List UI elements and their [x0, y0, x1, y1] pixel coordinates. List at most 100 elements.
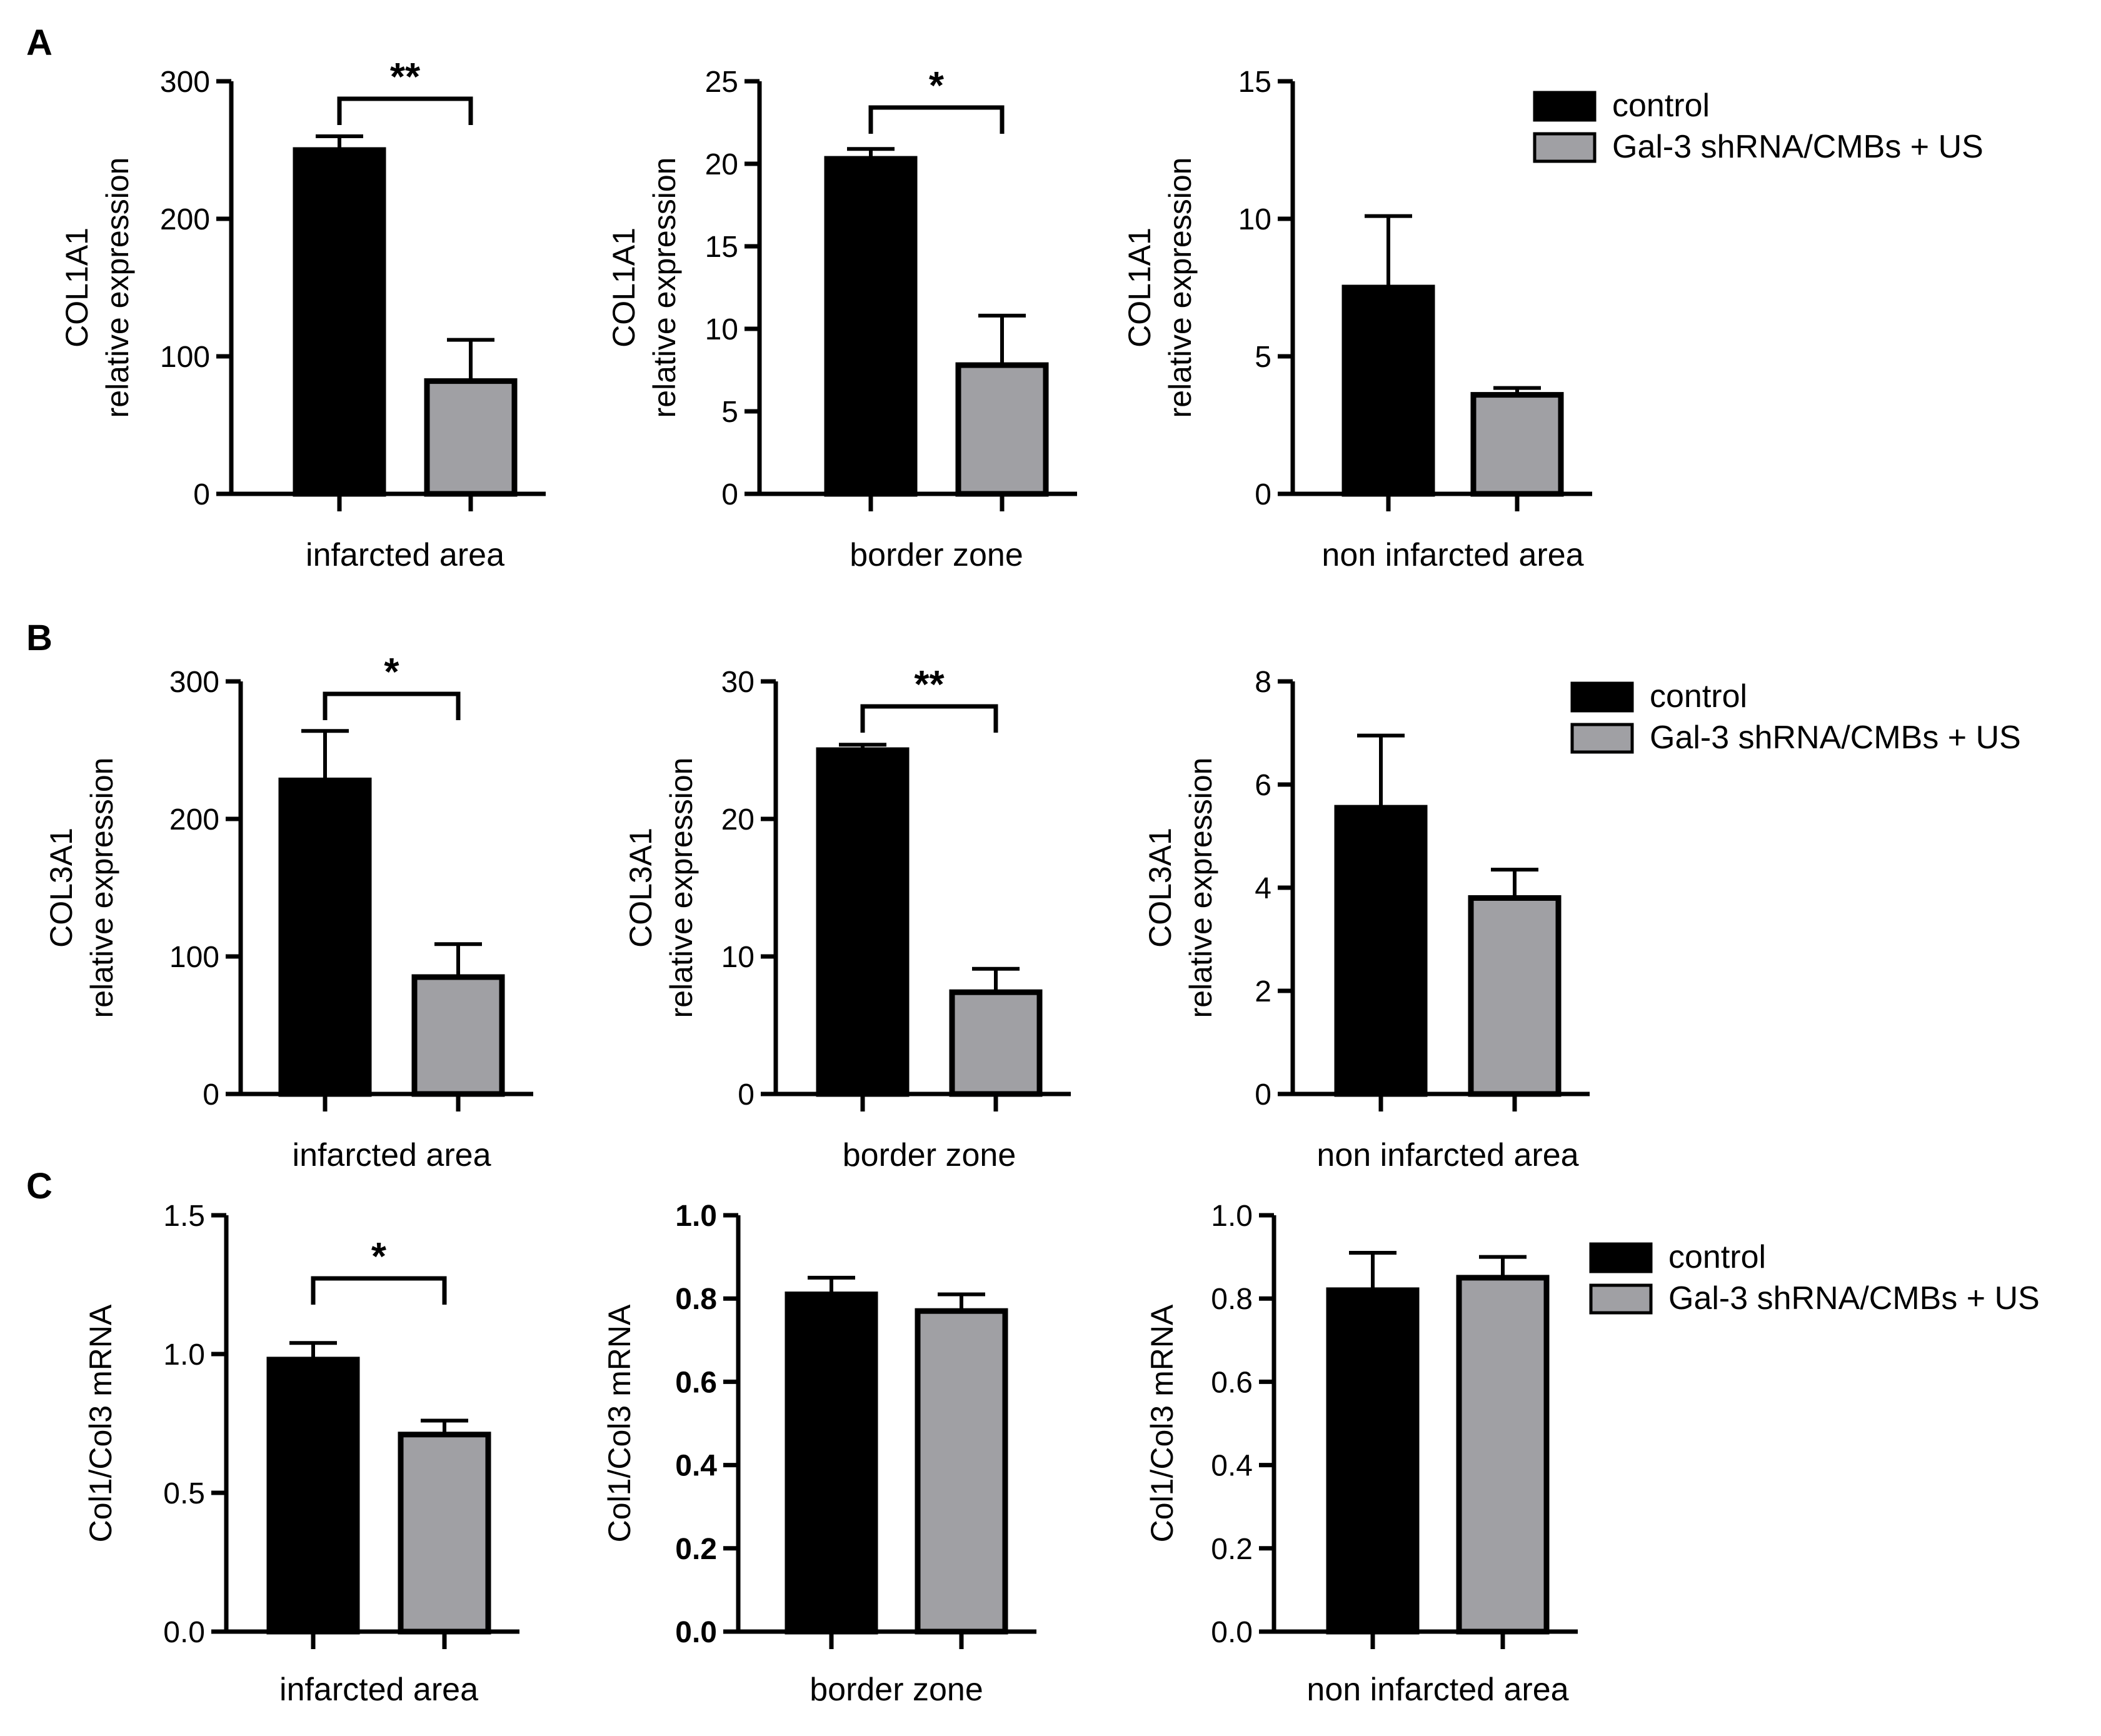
x-axis-label: border zone [843, 1137, 1016, 1173]
y-tick-label: 1.0 [163, 1338, 205, 1372]
y-tick-label: 15 [1238, 66, 1271, 99]
legend-label: control [1650, 678, 1747, 715]
y-axis-label: relative expression [1163, 158, 1198, 418]
chart-b2: 0 10 20 30 border zone COL3A1 relative express… [623, 663, 1071, 1173]
x-axis-label: non infarcted area [1306, 1672, 1568, 1708]
legend-swatch [1570, 681, 1634, 713]
chart-a2: 0 5 10 15 20 25 border zone COL1A1 relative expr… [606, 64, 1077, 573]
y-axis-label: relative expression [84, 758, 119, 1018]
y-tick-label: 0.8 [1211, 1283, 1253, 1316]
significance-bracket [868, 105, 1005, 134]
x-axis-label: infarcted area [306, 537, 504, 573]
significance-label: * [929, 64, 945, 108]
y-tick-label: 0.2 [675, 1533, 717, 1566]
bar-control [266, 1357, 360, 1635]
bar-control [816, 747, 910, 1097]
y-axis-label: COL1A1 [59, 228, 94, 348]
x-axis-label: border zone [850, 537, 1023, 573]
y-tick-label: 25 [705, 66, 738, 99]
bar-treatment [1468, 895, 1562, 1097]
legend-swatch [1570, 723, 1634, 754]
y-tick-label: 2 [1255, 975, 1271, 1008]
y-axis-label: COL3A1 [623, 828, 658, 948]
y-tick-label: 0.4 [675, 1450, 717, 1483]
y-tick-label: 10 [705, 313, 738, 346]
y-tick-label: 20 [705, 148, 738, 181]
y-tick-label: 0.0 [163, 1616, 205, 1649]
y-tick-label: 0.6 [675, 1366, 717, 1399]
x-axis-label: non infarcted area [1321, 537, 1583, 573]
bar-treatment [1470, 392, 1564, 497]
significance-label: * [371, 1235, 387, 1278]
y-tick-label: 1.5 [163, 1200, 205, 1233]
y-axis-label: relative expression [1183, 758, 1218, 1018]
significance-label: ** [914, 663, 945, 706]
y-axis-label: COL3A1 [1143, 828, 1178, 948]
legend-swatch [1589, 1242, 1653, 1273]
legend-c: control Gal-3 shRNA/CMBs + US [1589, 1239, 2040, 1317]
bar-control [1334, 805, 1428, 1097]
legend-label: Gal-3 shRNA/CMBs + US [1612, 129, 1983, 165]
y-axis-label: Col1/Col3 mRNA [602, 1304, 637, 1542]
bar-control [293, 147, 386, 497]
y-tick-label: 0 [1255, 478, 1271, 511]
legend-swatch [1533, 132, 1597, 163]
y-axis-label: COL3A1 [44, 828, 79, 948]
y-tick-label: 5 [1255, 341, 1271, 374]
chart-a3: 0 5 10 15 non infarcted area COL1A1 relative e… [1122, 66, 1592, 573]
y-axis-label: COL1A1 [1122, 228, 1157, 348]
bar-control [278, 777, 372, 1097]
y-tick-label: 15 [705, 231, 738, 264]
y-axis-label: relative expression [100, 158, 135, 418]
chart-c3: 0.0 0.2 0.4 0.6 0.8 1.0 non infarcted area Col1… [1145, 1200, 1578, 1708]
legend-label: control [1668, 1239, 1766, 1275]
significance-bracket [323, 691, 461, 720]
bar-control [785, 1292, 878, 1635]
chart-b1: 0 100 200 300 infarcted area COL3A1 relative e… [44, 651, 533, 1173]
chart-c1: 0.0 0.5 1.0 1.5 infarcted area Col1/Col3 mRNA… [83, 1200, 519, 1708]
significance-label: * [384, 651, 399, 694]
y-tick-label: 300 [160, 66, 210, 99]
significance-label: ** [390, 56, 421, 99]
bar-treatment [1456, 1275, 1550, 1635]
y-tick-label: 6 [1255, 769, 1271, 802]
bar-treatment [411, 974, 505, 1097]
y-axis-label: Col1/Col3 mRNA [1145, 1304, 1180, 1542]
bar-control [1341, 284, 1435, 497]
bar-control [1326, 1287, 1420, 1635]
y-tick-label: 0.0 [1211, 1616, 1253, 1649]
y-tick-label: 0.0 [675, 1616, 717, 1649]
bar-control [824, 156, 918, 497]
y-tick-label: 100 [169, 941, 219, 974]
y-tick-label: 300 [169, 666, 219, 699]
y-tick-label: 0.5 [163, 1477, 205, 1510]
legend-swatch [1533, 91, 1597, 122]
x-axis-label: infarcted area [293, 1137, 491, 1173]
y-tick-label: 30 [721, 666, 755, 699]
y-tick-label: 0.2 [1211, 1533, 1253, 1566]
x-axis-label: border zone [810, 1672, 983, 1708]
y-axis-label: relative expression [647, 158, 682, 418]
legend-b: control Gal-3 shRNA/CMBs + US [1570, 678, 2021, 756]
panel-letter-c: C [26, 1166, 53, 1207]
y-axis-label: COL1A1 [606, 228, 641, 348]
significance-bracket [311, 1276, 447, 1305]
legends-layer: control Gal-3 shRNA/CMBs + US control Gal-3… [1533, 88, 2040, 1317]
y-tick-label: 100 [160, 341, 210, 374]
y-tick-label: 0.8 [675, 1283, 717, 1316]
y-tick-label: 20 [721, 803, 755, 836]
legend-label: control [1612, 88, 1710, 124]
y-tick-label: 200 [160, 203, 210, 236]
legend-label: Gal-3 shRNA/CMBs + US [1650, 720, 2021, 756]
bar-treatment [424, 378, 518, 497]
x-axis-label: infarcted area [279, 1672, 478, 1708]
legend-a: control Gal-3 shRNA/CMBs + US [1533, 88, 1983, 165]
y-tick-label: 1.0 [1211, 1200, 1253, 1233]
y-tick-label: 10 [721, 941, 755, 974]
significance-bracket [337, 96, 473, 125]
chart-a1: 0 100 200 300 infarcted area COL1A1 relative e… [59, 56, 546, 573]
y-axis-label: relative expression [664, 758, 699, 1018]
legend-label: Gal-3 shRNA/CMBs + US [1668, 1280, 2040, 1317]
